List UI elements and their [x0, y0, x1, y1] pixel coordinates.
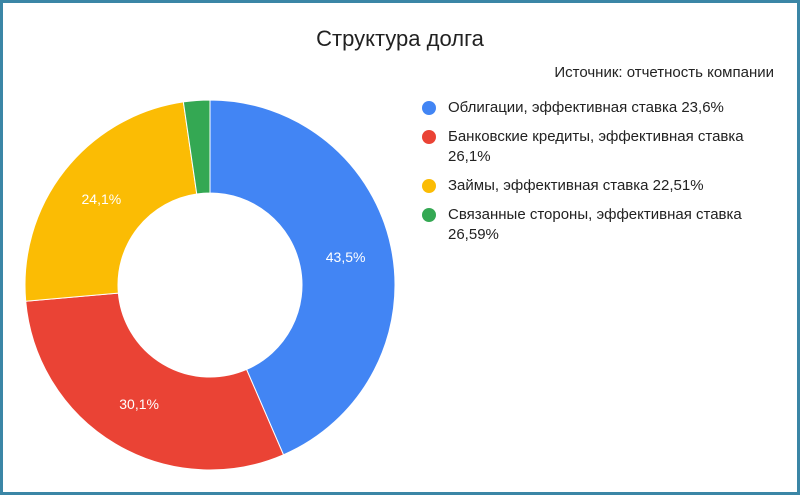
donut-slice-2: [25, 292, 285, 471]
donut-slice-3: [24, 101, 198, 302]
slice-value-label-3: 24,1%: [82, 191, 122, 207]
donut-slice-1: [209, 99, 396, 456]
legend-label: Связанные стороны, эффективная ставка 26…: [448, 206, 742, 243]
legend-item: Облигации, эффективная ставка 23,6%: [422, 98, 782, 118]
donut-slice-4: [182, 99, 211, 195]
legend-swatch: [422, 208, 436, 222]
slice-value-label-2: 30,1%: [119, 396, 159, 412]
legend-swatch: [422, 130, 436, 144]
legend-item: Банковские кредиты, эффективная ставка 2…: [422, 127, 782, 167]
legend-label: Облигации, эффективная ставка 23,6%: [448, 99, 724, 116]
legend-label: Займы, эффективная ставка 22,51%: [448, 177, 704, 194]
legend-item: Займы, эффективная ставка 22,51%: [422, 176, 782, 196]
chart-subtitle: Источник: отчетность компании: [554, 64, 774, 81]
chart-legend: Облигации, эффективная ставка 23,6% Банко…: [422, 98, 782, 254]
legend-swatch: [422, 179, 436, 193]
chart-title: Структура долга: [316, 26, 484, 51]
slice-value-label-1: 43,5%: [326, 249, 366, 265]
legend-item: Связанные стороны, эффективная ставка 26…: [422, 205, 782, 245]
legend-swatch: [422, 101, 436, 115]
legend-label: Банковские кредиты, эффективная ставка 2…: [448, 128, 744, 165]
